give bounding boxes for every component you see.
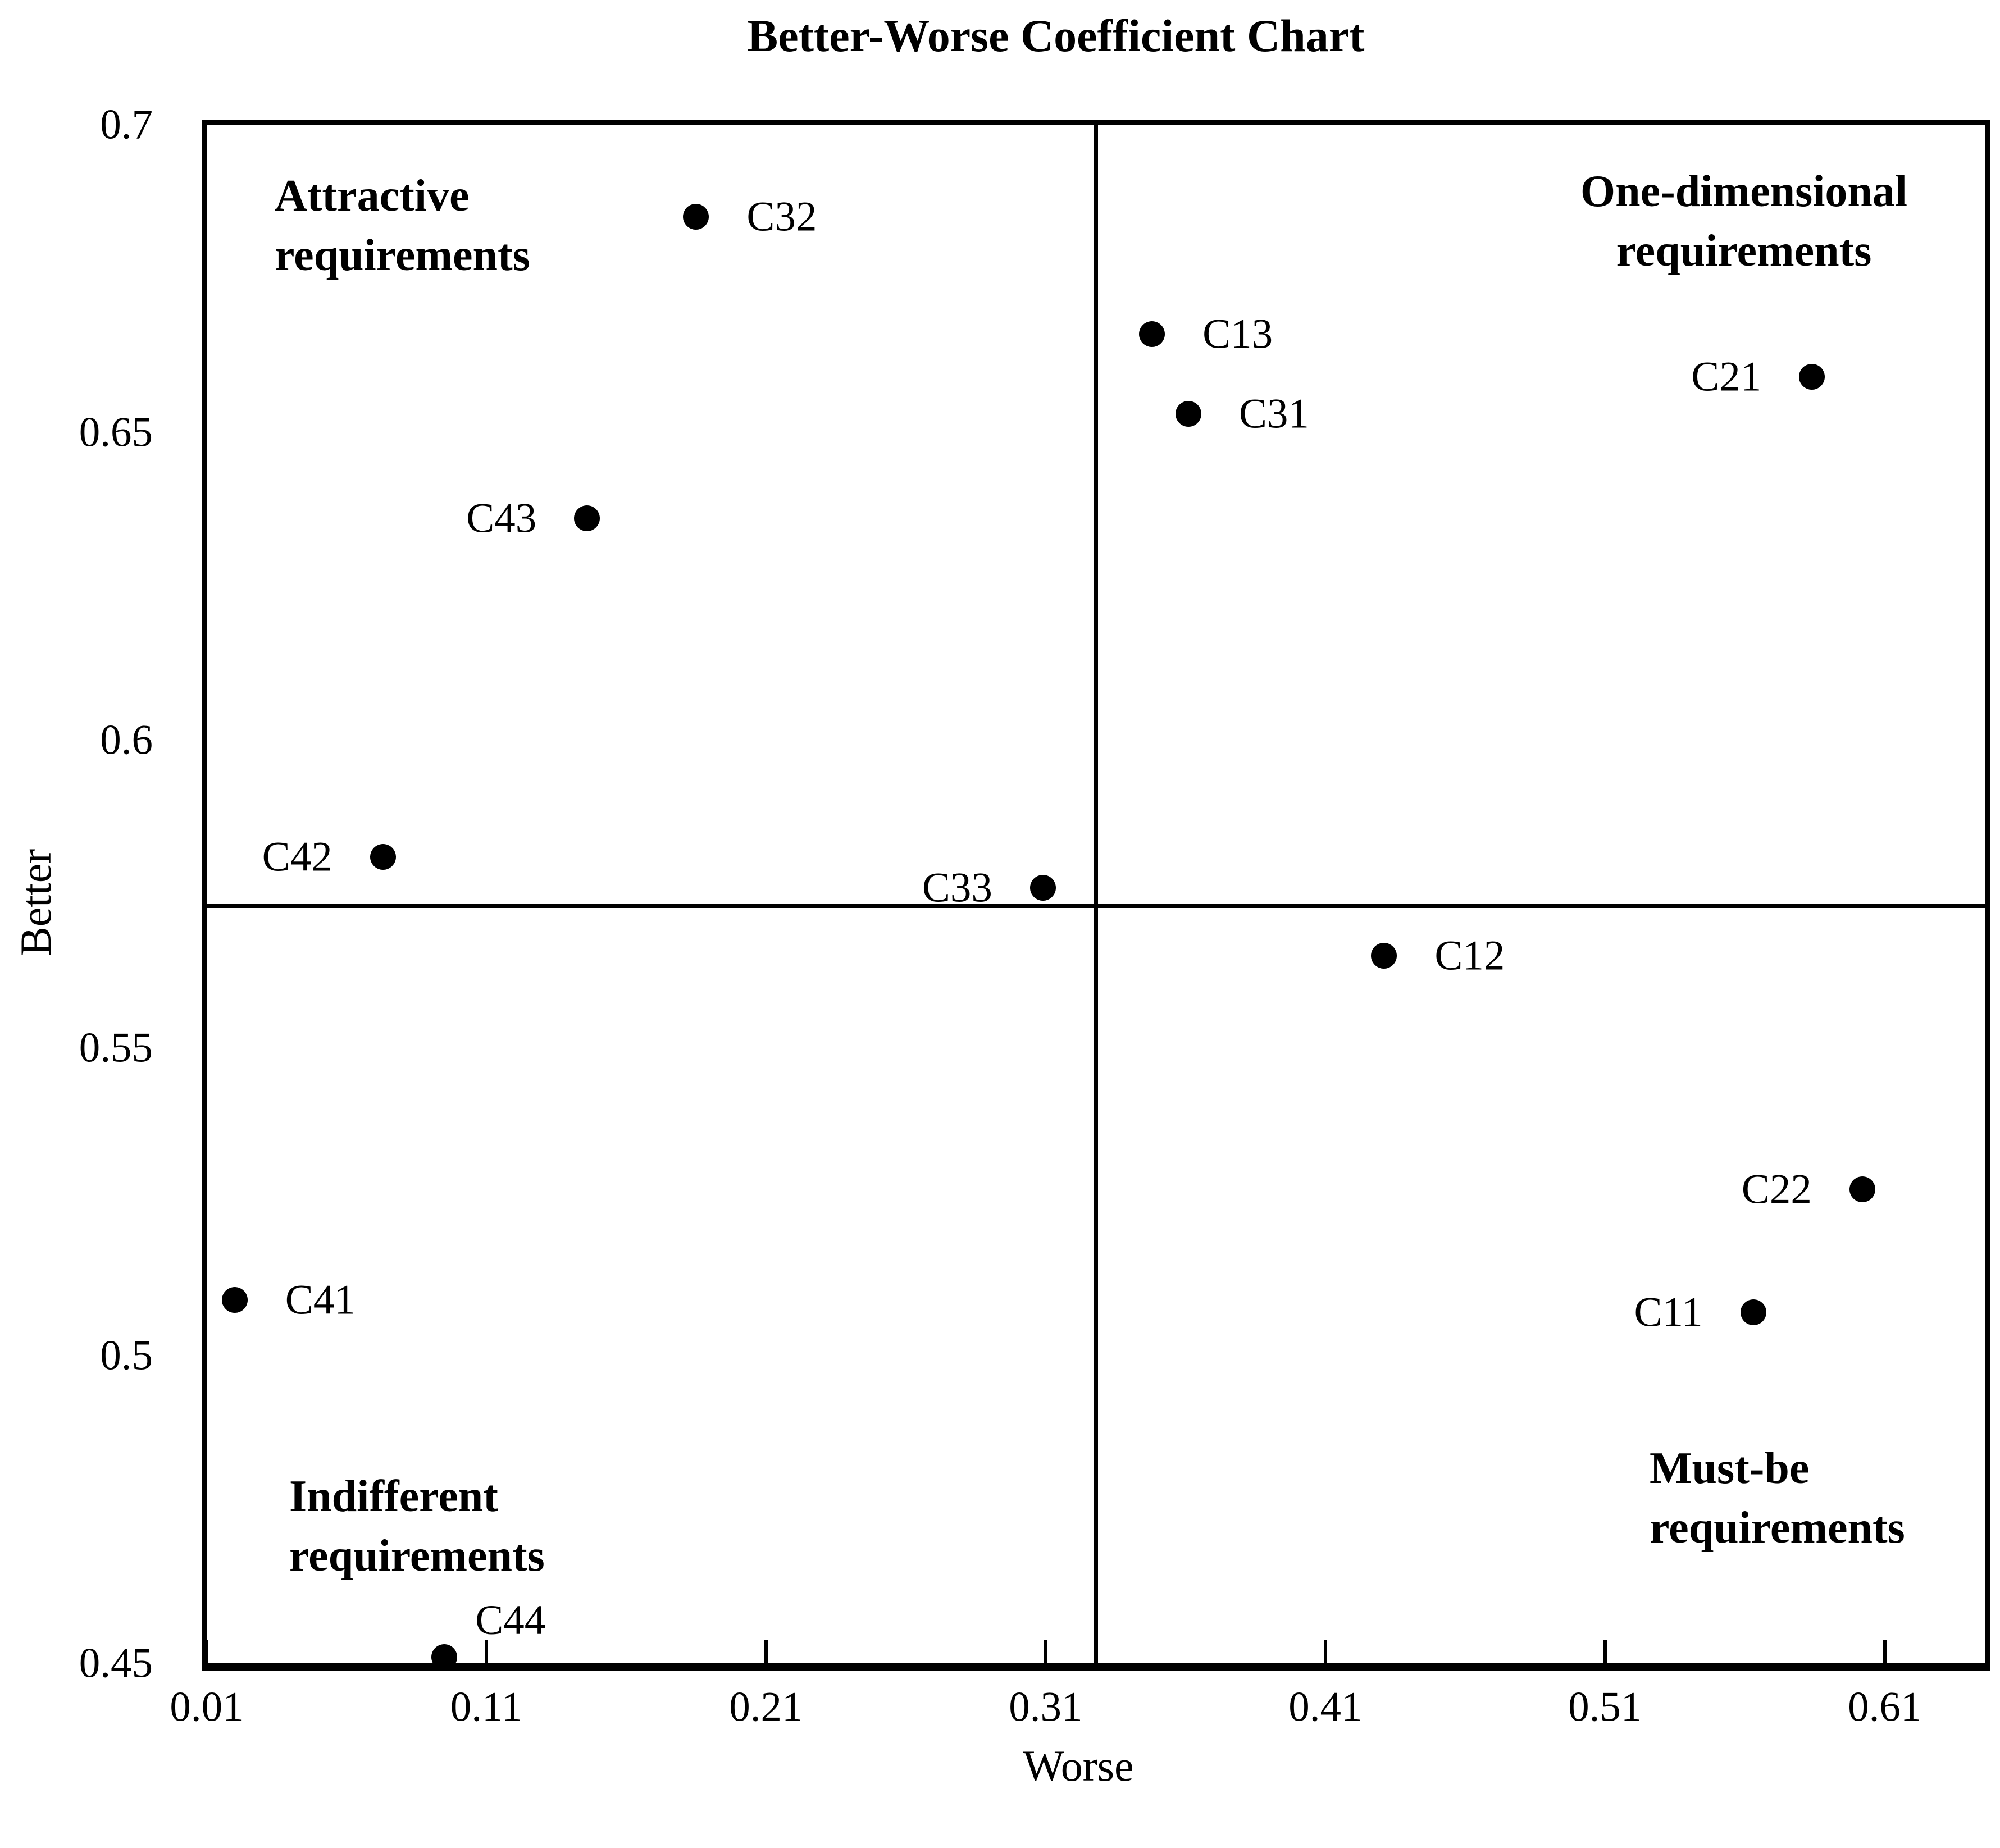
quadrant-divider-vertical [1094,125,1098,1663]
data-point-c44 [431,1644,458,1671]
plot-area: C32 C13 C31 C21 C43 C42 C33 C12 C22 C11 C41 C44 [205,125,1985,1671]
x-axis-tick-label: 0.01 [170,1683,244,1731]
quadrant-label-line: requirements [289,1531,545,1581]
quadrant-label-must-be: Must-be requirements [1650,1439,1905,1558]
data-point-c33 [1029,875,1056,901]
data-point-label-c43: C43 [466,495,537,542]
data-point-label-c33: C33 [922,864,992,911]
chart-title: Better-Worse Coefficient Chart [747,10,1365,61]
data-point-c11 [1740,1299,1766,1326]
quadrant-label-one-dimensional: One-dimensional requirements [1580,162,1907,281]
data-point-label-c13: C13 [1202,311,1273,358]
data-point-c42 [370,844,396,870]
plot-area-border [202,120,1990,1671]
data-point-label-c12: C12 [1434,932,1505,979]
y-axis-tick-label: 0.5 [100,1332,153,1379]
x-axis-tick [1323,1640,1327,1663]
y-axis-tick-label: 0.45 [79,1640,153,1687]
data-point-c43 [574,505,600,532]
data-point-c41 [221,1287,248,1313]
x-axis-title: Worse [1023,1741,1134,1790]
quadrant-label-line: Indifferent [289,1472,498,1521]
x-axis-tick [484,1640,488,1663]
data-point-c22 [1849,1176,1875,1203]
y-axis-tick-label: 0.7 [100,101,153,148]
data-point-label-c42: C42 [262,833,332,880]
x-axis-tick [1603,1640,1607,1663]
x-axis-tick-label: 0.11 [450,1683,523,1731]
data-point-label-c41: C41 [285,1276,356,1324]
y-axis-tick-label: 0.55 [79,1024,153,1071]
data-point-c21 [1799,364,1825,390]
data-point-label-c32: C32 [746,193,817,240]
quadrant-label-line: requirements [275,231,530,280]
data-point-label-c44: C44 [475,1597,546,1644]
data-point-c13 [1139,321,1165,347]
quadrant-divider-horizontal [207,904,1985,909]
quadrant-label-attractive: Attractive requirements [275,166,530,285]
data-point-c32 [683,204,709,230]
data-point-c31 [1175,401,1201,427]
data-point-label-c21: C21 [1691,353,1762,400]
data-point-c12 [1371,942,1397,969]
data-point-label-c22: C22 [1741,1166,1812,1213]
y-axis-tick-label: 0.6 [100,717,153,764]
x-axis-tick-label: 0.51 [1568,1683,1642,1731]
x-axis-tick [205,1640,208,1663]
quadrant-label-line: requirements [1650,1503,1905,1553]
x-axis-tick [1044,1640,1047,1663]
x-axis-tick-label: 0.21 [729,1683,803,1731]
x-axis-tick [1883,1640,1887,1663]
data-point-label-c31: C31 [1238,390,1309,437]
y-axis-tick-label: 0.65 [79,409,153,456]
quadrant-label-line: One-dimensional [1580,167,1908,216]
data-point-label-c11: C11 [1634,1289,1703,1336]
quadrant-label-line: Must-be [1650,1444,1810,1493]
quadrant-label-line: requirements [1616,226,1872,276]
x-axis-tick-label: 0.41 [1288,1683,1363,1731]
quadrant-label-indifferent: Indifferent requirements [289,1467,545,1586]
y-axis-title: Better [11,848,60,956]
x-axis-tick-label: 0.61 [1848,1683,1922,1731]
quadrant-label-line: Attractive [275,171,470,221]
x-axis-tick [764,1640,768,1663]
x-axis-tick-label: 0.31 [1009,1683,1083,1731]
